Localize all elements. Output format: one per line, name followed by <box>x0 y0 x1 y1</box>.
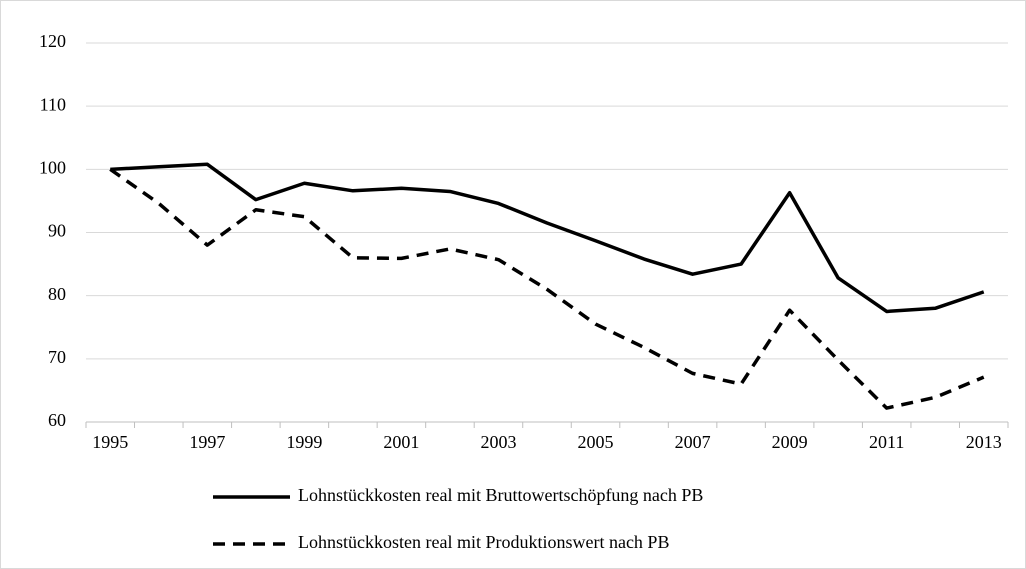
x-tick-label: 2001 <box>383 432 419 452</box>
x-tick-label: 2003 <box>480 432 516 452</box>
x-tick-label: 2005 <box>578 432 614 452</box>
y-tick-label: 120 <box>39 31 66 51</box>
y-tick-label: 110 <box>40 94 66 114</box>
y-tick-label: 60 <box>48 410 66 430</box>
x-tick-label: 2013 <box>966 432 1002 452</box>
x-tick-label: 2009 <box>772 432 808 452</box>
legend-label: Lohnstückkosten real mit Bruttowertschöp… <box>298 485 703 505</box>
series-line <box>110 162 985 314</box>
y-tick-label: 80 <box>48 284 66 304</box>
legend-label: Lohnstückkosten real mit Produktionswert… <box>298 532 669 552</box>
x-tick-label: 1999 <box>286 432 322 452</box>
x-tick-label: 1995 <box>92 432 128 452</box>
y-tick-label: 90 <box>48 221 66 241</box>
x-tick-label: 2007 <box>675 432 711 452</box>
x-tick-label: 2011 <box>869 432 904 452</box>
series-line <box>109 167 985 410</box>
y-tick-label: 70 <box>48 347 66 367</box>
x-tick-label: 1997 <box>189 432 225 452</box>
y-tick-label: 100 <box>39 157 66 177</box>
